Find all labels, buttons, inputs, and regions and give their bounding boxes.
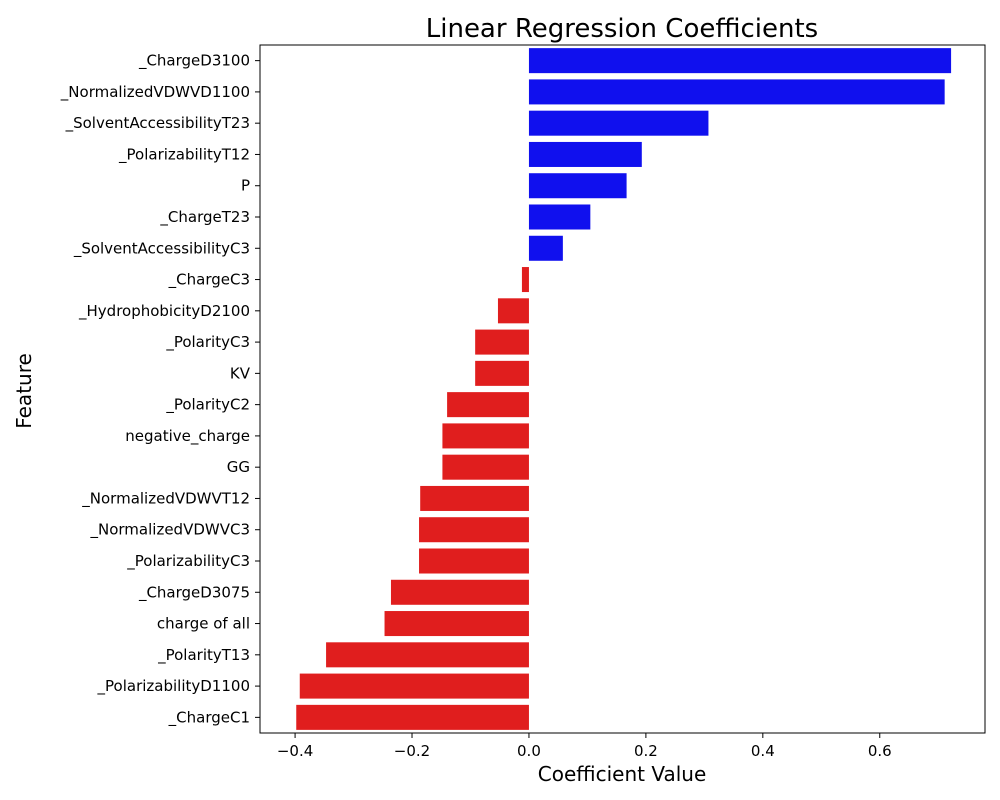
x-axis-ticks: −0.4 −0.2 0.0 0.2 0.4 0.6 xyxy=(277,733,892,760)
bar-_PolarityT13 xyxy=(326,642,529,668)
y-tick-label: _NormalizedVDWVT12 xyxy=(81,489,250,508)
bar-_ChargeT23 xyxy=(528,204,591,230)
bar-_PolarizabilityD1100 xyxy=(299,673,529,699)
chart-title: Linear Regression Coefficients xyxy=(426,14,818,44)
y-tick-label: P xyxy=(241,177,250,195)
y-axis-label: Feature xyxy=(12,353,36,429)
y-tick-label: _NormalizedVDWVD1100 xyxy=(60,83,250,102)
plot-frame xyxy=(259,44,986,734)
y-tick-label: _NormalizedVDWVC3 xyxy=(90,521,251,540)
bar-_PolarityC2 xyxy=(447,392,529,418)
y-tick-label: GG xyxy=(227,458,250,476)
bar-P xyxy=(528,173,627,199)
bar-_ChargeD3100 xyxy=(528,48,952,74)
bars-group xyxy=(296,48,952,730)
bar-_NormalizedVDWVD1100 xyxy=(528,79,945,105)
x-tick-label: 0.4 xyxy=(751,742,775,760)
bar-_ChargeD3075 xyxy=(390,579,529,605)
x-tick-label: 0.0 xyxy=(517,742,541,760)
bar-_PolarizabilityT12 xyxy=(528,141,642,167)
x-axis-label: Coefficient Value xyxy=(538,762,707,786)
bar-_HydrophobicityD2100 xyxy=(497,298,529,324)
y-tick-label: _PolarizabilityC3 xyxy=(126,552,250,571)
bar-_PolarityC3 xyxy=(475,329,529,355)
y-tick-label: _ChargeT23 xyxy=(159,208,250,227)
bar-_SolventAccessibilityT23 xyxy=(528,110,709,136)
y-tick-label: _PolarityC2 xyxy=(165,396,250,415)
y-tick-label: _PolarizabilityD1100 xyxy=(97,677,250,696)
bar-_PolarizabilityC3 xyxy=(419,548,529,574)
bar-_NormalizedVDWVC3 xyxy=(419,517,529,543)
y-tick-label: KV xyxy=(230,364,251,382)
y-axis-ticks: _ChargeD3100 _NormalizedVDWVD1100 _Solvent… xyxy=(60,52,260,727)
bar-charge of all xyxy=(384,611,529,637)
y-tick-label: charge of all xyxy=(157,615,250,633)
y-tick-label: _PolarizabilityT12 xyxy=(118,145,250,164)
y-tick-label: _SolventAccessibilityT23 xyxy=(65,114,250,133)
bar-KV xyxy=(475,360,529,386)
y-tick-label: _SolventAccessibilityC3 xyxy=(73,239,250,258)
y-tick-label: negative_charge xyxy=(125,427,250,446)
y-tick-label: _PolarityT13 xyxy=(157,646,250,665)
y-tick-label: _ChargeC1 xyxy=(168,708,250,727)
bar-GG xyxy=(442,454,529,480)
x-tick-label: −0.2 xyxy=(394,742,430,760)
bar-_ChargeC1 xyxy=(296,704,529,730)
bar-_ChargeC3 xyxy=(521,267,529,293)
y-tick-label: _ChargeD3100 xyxy=(138,52,250,71)
bar-negative_charge xyxy=(442,423,529,449)
x-tick-label: 0.6 xyxy=(868,742,892,760)
x-tick-label: −0.4 xyxy=(277,742,313,760)
y-tick-label: _ChargeC3 xyxy=(168,271,250,290)
y-tick-label: _ChargeD3075 xyxy=(138,583,250,602)
y-tick-label: _PolarityC3 xyxy=(165,333,250,352)
x-tick-label: 0.2 xyxy=(634,742,658,760)
bar-_NormalizedVDWVT12 xyxy=(420,485,529,511)
y-tick-label: _HydrophobicityD2100 xyxy=(78,302,250,321)
bar-_SolventAccessibilityC3 xyxy=(528,235,563,261)
